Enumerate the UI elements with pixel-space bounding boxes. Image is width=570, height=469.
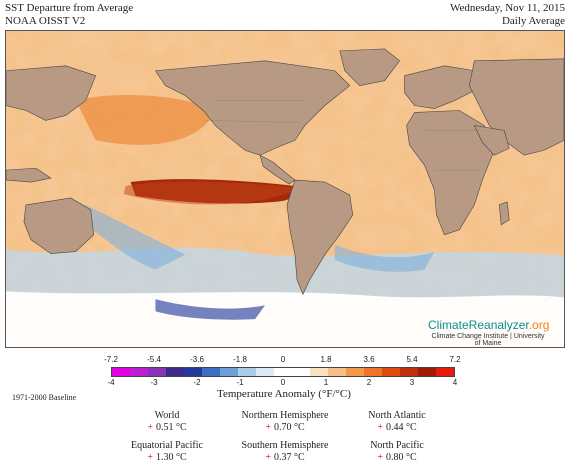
stat-value-row: +0.80 °C — [322, 452, 472, 464]
legend-color-swatch — [346, 368, 364, 376]
fahrenheit-tick-label: 5.4 — [406, 355, 418, 364]
southern-pacific-cold-patch — [155, 299, 266, 320]
celsius-tick-label: 1 — [323, 378, 329, 387]
fahrenheit-tick-label: 0 — [280, 355, 286, 364]
stat-north-atlantic: North Atlantic +0.44 °C — [322, 410, 472, 434]
color-legend: -7.2 -5.4 -3.6 -1.8 0 1.8 3.6 5.4 7.2 -4 -3 -2 -1 0 1… — [104, 354, 464, 404]
stat-sign: + — [377, 422, 383, 433]
stat-value: 0.51 °C — [155, 422, 187, 433]
stat-value-row: +0.51 °C — [92, 422, 242, 434]
stat-sign: + — [377, 452, 383, 463]
madagascar — [498, 201, 510, 226]
stat-value: 1.30 °C — [155, 452, 187, 463]
stat-region: World — [154, 410, 180, 421]
stat-value: 0.80 °C — [385, 452, 417, 463]
brand-subtitle: Climate Change Institute | University of… — [431, 333, 545, 347]
legend-color-swatch — [202, 368, 220, 376]
stat-region: Northern Hemisphere — [241, 410, 329, 421]
celsius-tick-label: -4 — [107, 378, 115, 387]
fahrenheit-tick-label: -7.2 — [104, 355, 118, 364]
legend-color-swatch — [220, 368, 238, 376]
stat-value-row: +0.37 °C — [210, 452, 360, 464]
legend-color-swatch — [166, 368, 184, 376]
stat-region: Southern Hemisphere — [241, 440, 329, 451]
fahrenheit-tick-label: 7.2 — [449, 355, 461, 364]
celsius-tick-label: 4 — [452, 378, 458, 387]
celsius-tick-label: -3 — [150, 378, 158, 387]
stat-value: 0.44 °C — [385, 422, 417, 433]
stat-value: 0.70 °C — [273, 422, 305, 433]
stat-region: North Pacific — [370, 440, 424, 451]
legend-color-swatch — [436, 368, 454, 376]
north-america — [154, 60, 351, 156]
celsius-tick-label: -2 — [193, 378, 201, 387]
legend-colorbar — [111, 367, 455, 377]
map-date: Wednesday, Nov 11, 2015 — [449, 2, 565, 14]
stat-sign: + — [147, 452, 153, 463]
indonesia — [6, 167, 52, 183]
fahrenheit-tick-label: -1.8 — [233, 355, 247, 364]
legend-color-swatch — [382, 368, 400, 376]
antarctic-ice — [6, 291, 564, 347]
stat-value-row: +0.44 °C — [322, 422, 472, 434]
arabia — [473, 125, 510, 156]
celsius-tick-label: -1 — [236, 378, 244, 387]
stat-north-pacific: North Pacific +0.80 °C — [322, 440, 472, 464]
stat-value: 0.37 °C — [273, 452, 305, 463]
fahrenheit-tick-label: -3.6 — [190, 355, 204, 364]
legend-color-swatch — [184, 368, 202, 376]
fahrenheit-tick-label: 3.6 — [363, 355, 375, 364]
pacific-cool-patch — [65, 204, 186, 270]
asia — [469, 58, 564, 156]
legend-color-swatch — [400, 368, 418, 376]
stat-value-row: +0.70 °C — [210, 422, 360, 434]
stat-value-row: +1.30 °C — [92, 452, 242, 464]
fahrenheit-tick-label: -5.4 — [147, 355, 161, 364]
legend-color-swatch — [238, 368, 256, 376]
baseline-note: 1971-2000 Baseline — [12, 393, 77, 402]
australia — [23, 197, 95, 254]
legend-label: Temperature Anomaly (°F/°C) — [217, 388, 351, 400]
legend-color-swatch — [112, 368, 130, 376]
stat-northern-hemisphere: Northern Hemisphere +0.70 °C — [210, 410, 360, 434]
date-block: Wednesday, Nov 11, 2015 Daily Average — [450, 2, 565, 28]
legend-color-swatch — [328, 368, 346, 376]
celsius-tick-label: 0 — [280, 378, 286, 387]
legend-color-swatch — [310, 368, 328, 376]
stat-sign: + — [147, 422, 153, 433]
stat-world: World +0.51 °C — [92, 410, 242, 434]
stat-southern-hemisphere: Southern Hemisphere +0.37 °C — [210, 440, 360, 464]
brand-name: ClimateReanalyzer.org — [428, 318, 550, 332]
north-pacific-warm-patch — [75, 95, 216, 145]
map-title: SST Departure from Average — [5, 2, 134, 14]
celsius-tick-label: 2 — [366, 378, 372, 387]
dataset-name: NOAA OISST V2 — [5, 15, 86, 27]
europe — [404, 65, 475, 109]
legend-color-swatch — [256, 368, 274, 376]
central-america — [259, 154, 296, 185]
title-block: SST Departure from Average NOAA OISST V2 — [5, 2, 133, 28]
legend-color-swatch — [292, 368, 310, 376]
legend-color-swatch — [364, 368, 382, 376]
stat-sign: + — [265, 422, 271, 433]
legend-color-swatch — [130, 368, 148, 376]
land-masses — [6, 48, 564, 296]
stat-region: Equatorial Pacific — [131, 440, 203, 451]
branding-block: ClimateReanalyzer.org Climate Change Ins… — [428, 318, 550, 347]
atlantic-cool-patch — [334, 244, 435, 272]
averaging-period: Daily Average — [501, 15, 565, 27]
asia-west — [6, 65, 97, 121]
legend-color-swatch — [274, 368, 292, 376]
greenland — [339, 48, 401, 86]
stat-sign: + — [265, 452, 271, 463]
celsius-tick-label: 3 — [409, 378, 415, 387]
legend-color-swatch — [148, 368, 166, 376]
sst-anomaly-map — [5, 30, 565, 348]
fahrenheit-tick-label: 1.8 — [320, 355, 332, 364]
south-america — [286, 179, 354, 296]
legend-color-swatch — [418, 368, 436, 376]
stat-equatorial-pacific: Equatorial Pacific +1.30 °C — [92, 440, 242, 464]
stat-region: North Atlantic — [368, 410, 426, 421]
